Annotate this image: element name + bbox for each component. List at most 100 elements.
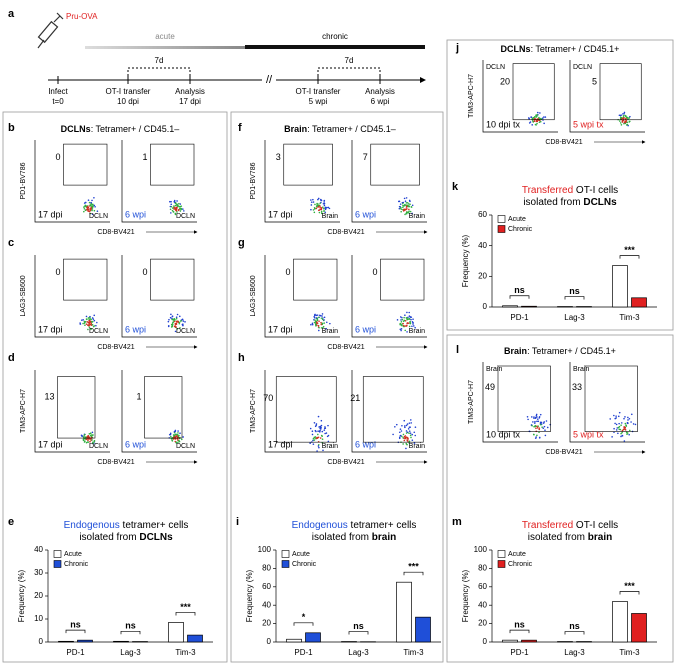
- gate: [57, 376, 96, 439]
- tissue-label: Brain: [322, 213, 338, 220]
- event-dot: [538, 427, 541, 429]
- event-dot: [406, 423, 409, 425]
- event-dot: [89, 440, 91, 443]
- event-dot: [616, 427, 619, 429]
- event-dot: [168, 318, 170, 321]
- x-tick-label: Lag-3: [120, 648, 141, 657]
- event-dot: [405, 424, 408, 427]
- event-dot: [313, 315, 315, 318]
- event-dot: [402, 436, 404, 439]
- interval-bracket: [127, 67, 191, 76]
- event-dot: [405, 442, 408, 445]
- event-dot: [177, 442, 179, 444]
- event-dot: [84, 209, 87, 212]
- event-dot: [87, 438, 90, 440]
- event-dot: [322, 325, 325, 328]
- event-dot: [85, 315, 88, 318]
- panel-frame: [230, 111, 444, 663]
- event-dot: [400, 430, 403, 432]
- event-dot: [400, 320, 403, 323]
- event-dot: [413, 442, 416, 444]
- event-dot: [88, 201, 91, 204]
- event-dot: [79, 322, 81, 324]
- event-dot: [91, 208, 94, 210]
- event-dot: [85, 323, 88, 325]
- event-dot: [182, 436, 184, 438]
- event-dot: [182, 208, 184, 210]
- event-dot: [400, 328, 403, 330]
- legend-swatch: [497, 225, 506, 233]
- text-part: : Tetramer+ / CD45.1+: [531, 44, 620, 54]
- event-dot: [179, 327, 181, 329]
- legend-swatch: [497, 215, 506, 223]
- event-dot: [315, 207, 318, 210]
- significance-bracket: [120, 630, 141, 635]
- event-dot: [544, 429, 546, 431]
- event-dot: [86, 205, 89, 208]
- event-dot: [175, 316, 178, 319]
- event-dot: [89, 208, 92, 211]
- y-axis-label: Frequency (%): [461, 569, 470, 622]
- text-part: : Tetramer+ / CD45.1+: [527, 346, 616, 356]
- event-dot: [403, 197, 406, 200]
- drug-label: Pru-OVA: [66, 12, 98, 21]
- y-tick-label: 20: [262, 619, 271, 628]
- event-dot: [626, 123, 629, 126]
- event-dot: [175, 434, 178, 437]
- phase-label: acute: [155, 32, 175, 41]
- event-dot: [538, 119, 541, 122]
- event-dot: [314, 436, 317, 438]
- event-dot: [174, 436, 177, 438]
- event-dot: [618, 120, 621, 122]
- event-dot: [89, 212, 91, 215]
- text-part: DCLNs: [583, 197, 617, 208]
- event-dot: [542, 422, 545, 424]
- event-dot: [399, 203, 402, 205]
- event-dot: [320, 321, 322, 324]
- text-part: DCLNs: [139, 532, 173, 543]
- gate: [63, 143, 108, 186]
- event-dot: [536, 426, 539, 429]
- event-dot: [406, 205, 408, 208]
- panel-letter: a: [8, 8, 15, 20]
- event-dot: [533, 422, 536, 424]
- event-dot: [399, 435, 402, 437]
- text-part: isolated from: [312, 532, 372, 543]
- event-dot: [176, 313, 179, 316]
- event-dot: [169, 205, 172, 208]
- event-dot: [536, 420, 538, 423]
- chronic-bar: [245, 45, 425, 49]
- event-dot: [317, 436, 320, 439]
- event-dot: [83, 435, 85, 437]
- event-dot: [313, 208, 316, 210]
- event-dot: [82, 438, 85, 441]
- gate-frequency: 0: [142, 267, 147, 277]
- event-dot: [317, 209, 320, 212]
- significance-bracket: [619, 255, 640, 259]
- event-dot: [409, 210, 412, 213]
- gate: [144, 376, 183, 439]
- event-dot: [414, 426, 417, 428]
- gate-frequency: 33: [572, 382, 582, 392]
- event-dot: [178, 322, 181, 325]
- event-dot: [412, 318, 414, 320]
- y-tick-label: 20: [478, 271, 487, 280]
- panel-title: DCLNs: Tetramer+ / CD45.1+: [501, 44, 620, 54]
- event-dot: [405, 202, 408, 204]
- event-dot: [628, 433, 630, 436]
- event-dot: [320, 208, 323, 211]
- gate-frequency: 1: [142, 152, 147, 162]
- bar: [612, 601, 628, 643]
- event-dot: [318, 326, 320, 329]
- event-dot: [171, 323, 174, 326]
- event-dot: [92, 205, 94, 207]
- event-dot: [316, 319, 319, 322]
- bar: [502, 305, 518, 308]
- event-dot: [181, 318, 184, 321]
- event-time: t=0: [52, 97, 64, 106]
- event-dot: [315, 317, 318, 319]
- legend-swatch: [281, 560, 290, 568]
- significance-label: ***: [624, 581, 635, 591]
- event-dot: [177, 430, 179, 432]
- panel-letter: k: [452, 181, 459, 193]
